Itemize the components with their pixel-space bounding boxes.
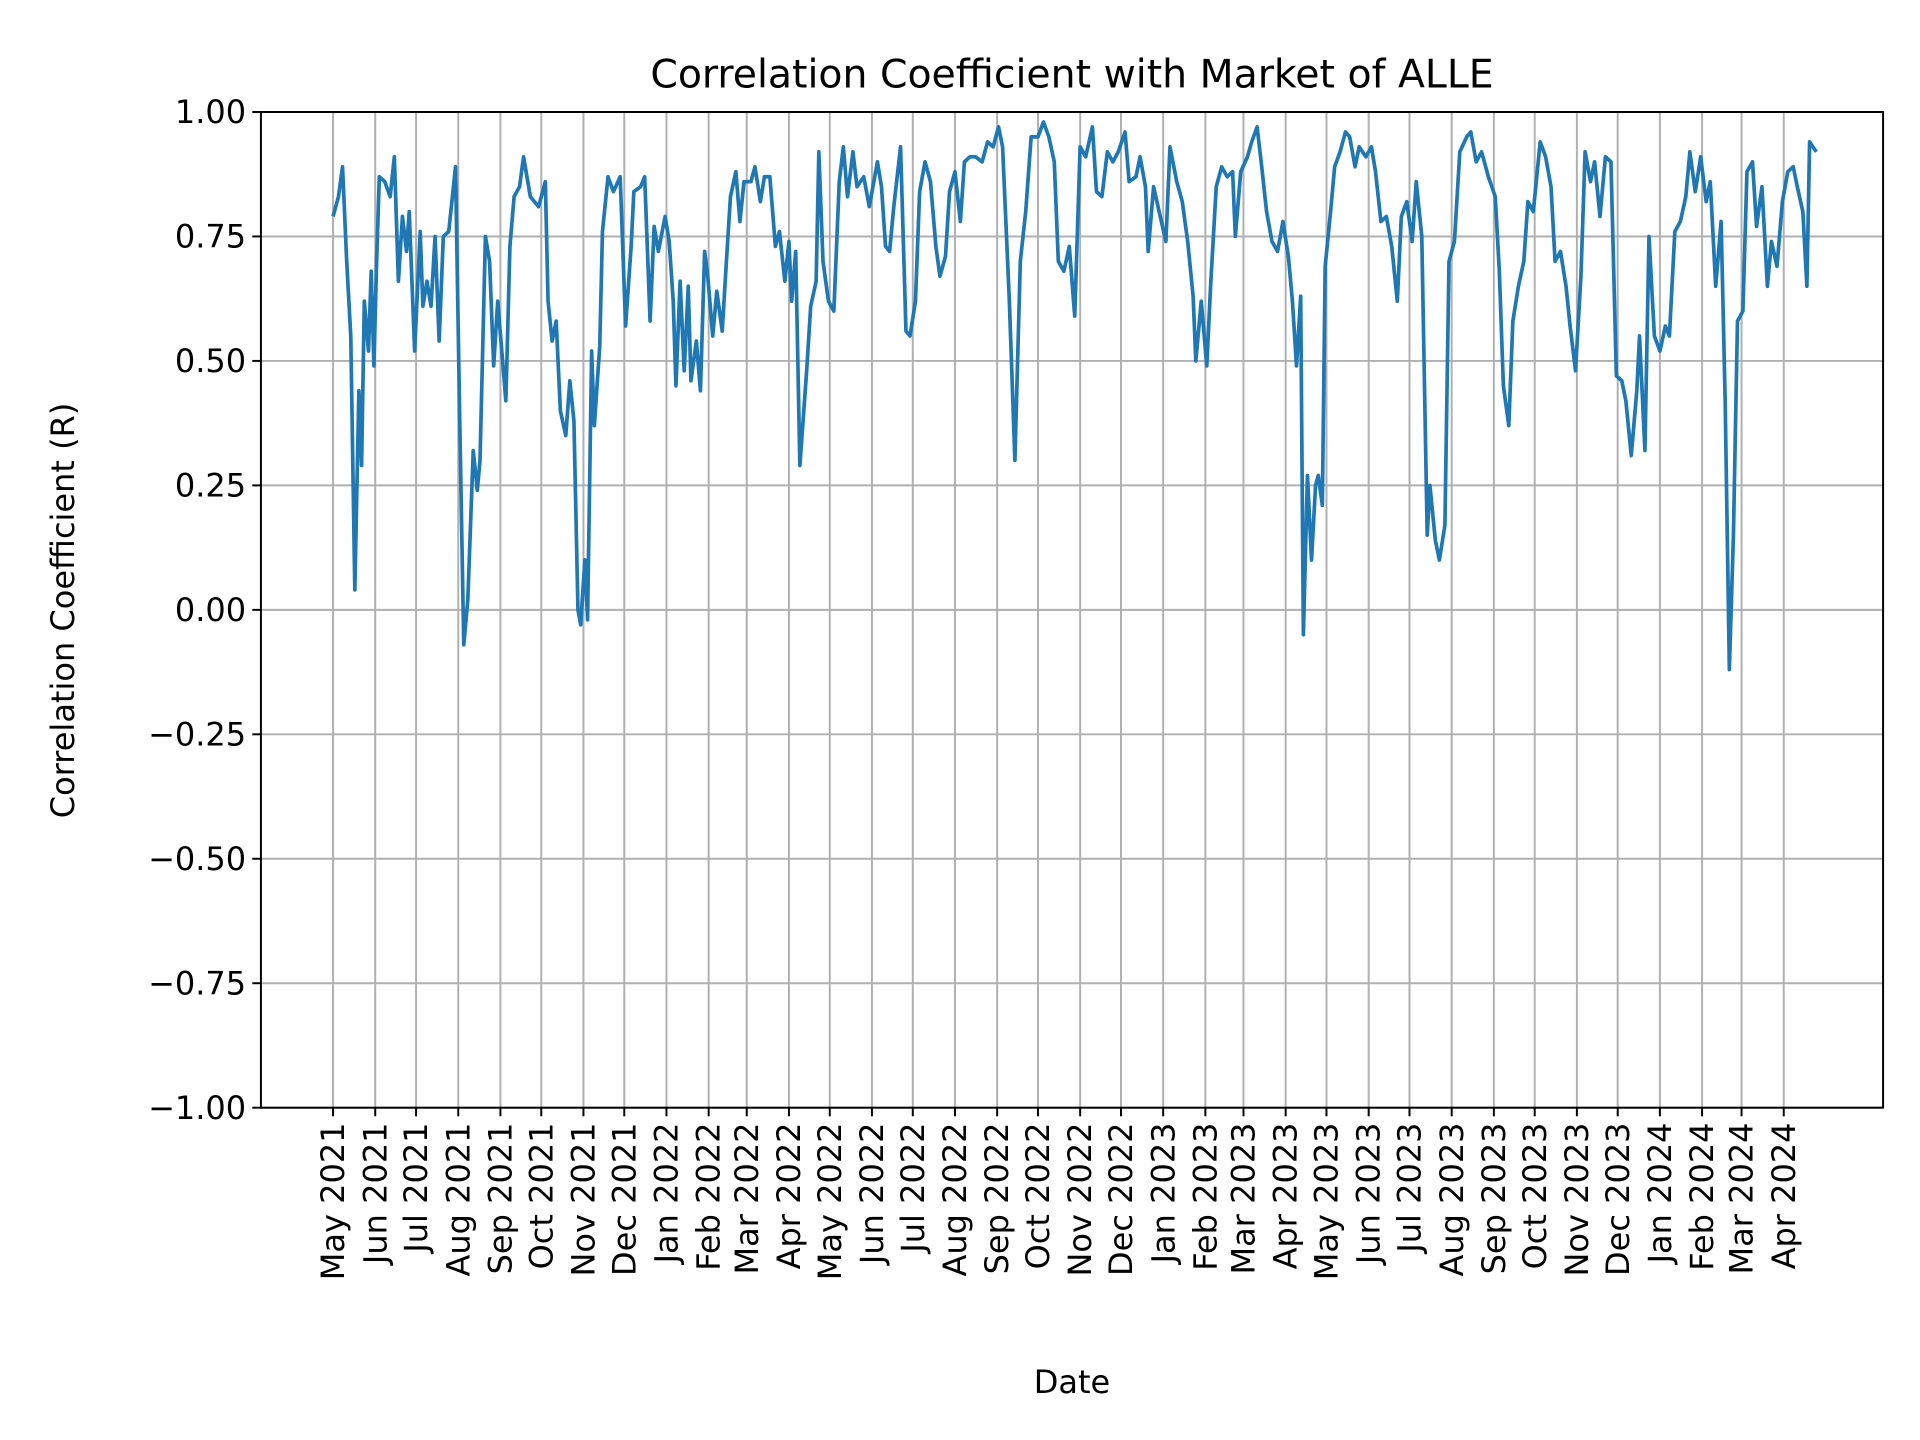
- plot-frame: [259, 111, 1885, 1109]
- x-tick-label: Jul 2023: [1391, 1122, 1429, 1254]
- x-tick-label: Aug 2022: [936, 1122, 974, 1276]
- y-tick-label: 0.00: [175, 591, 246, 629]
- x-axis-label: Date: [1034, 1363, 1110, 1401]
- x-tick-label: Jul 2022: [894, 1122, 932, 1254]
- x-tick-label: Nov 2022: [1061, 1122, 1099, 1276]
- x-tick-label: Jan 2023: [1144, 1122, 1182, 1265]
- x-tick-label: Dec 2021: [605, 1122, 643, 1276]
- x-tick-label: Nov 2021: [565, 1122, 603, 1276]
- x-tick-label: Jun 2022: [853, 1122, 891, 1266]
- x-tick-label: Jun 2021: [356, 1122, 394, 1266]
- y-axis-ticks: −1.00 −0.75 −0.50 −0.25 0.00 0.25 0.50 0.75 1.00: [148, 93, 261, 1127]
- x-tick-label: Sep 2021: [482, 1122, 520, 1274]
- x-tick-label: Jan 2024: [1641, 1122, 1679, 1265]
- x-tick-label: Feb 2022: [690, 1122, 728, 1270]
- x-tick-label: Nov 2023: [1558, 1122, 1596, 1276]
- x-tick-label: Mar 2024: [1723, 1122, 1761, 1274]
- y-axis-label: Correlation Coefficient (R): [44, 403, 82, 819]
- x-tick-label: Jul 2021: [397, 1122, 435, 1254]
- x-tick-label: Feb 2024: [1683, 1122, 1721, 1270]
- y-tick-label: −0.25: [148, 715, 246, 753]
- y-tick-label: 0.50: [175, 342, 246, 380]
- chart-title: Correlation Coefficient with Market of A…: [650, 51, 1493, 97]
- x-tick-label: Jan 2022: [648, 1122, 686, 1265]
- y-tick-label: 0.75: [175, 218, 246, 256]
- x-tick-label: Apr 2022: [770, 1122, 808, 1269]
- x-tick-label: May 2022: [811, 1122, 849, 1280]
- y-tick-label: −0.50: [148, 840, 246, 878]
- x-tick-label: Jun 2023: [1350, 1122, 1388, 1266]
- series-line: [331, 120, 1818, 672]
- x-tick-label: May 2021: [314, 1122, 352, 1280]
- y-tick-label: −0.75: [148, 964, 246, 1002]
- x-tick-label: Oct 2021: [522, 1122, 560, 1269]
- x-tick-label: Dec 2023: [1599, 1122, 1637, 1276]
- x-tick-label: Apr 2023: [1267, 1122, 1305, 1269]
- x-tick-label: Oct 2022: [1019, 1122, 1057, 1269]
- x-tick-label: Dec 2022: [1102, 1122, 1140, 1276]
- x-tick-label: Sep 2022: [978, 1122, 1016, 1274]
- x-tick-label: Mar 2022: [728, 1122, 766, 1274]
- x-tick-label: Apr 2024: [1765, 1122, 1803, 1269]
- y-tick-label: −1.00: [148, 1089, 246, 1127]
- x-tick-label: Mar 2023: [1225, 1122, 1263, 1274]
- x-tick-label: Feb 2023: [1186, 1122, 1224, 1270]
- x-tick-label: Aug 2023: [1433, 1122, 1471, 1276]
- x-tick-label: Oct 2023: [1516, 1122, 1554, 1269]
- x-tick-label: May 2023: [1308, 1122, 1346, 1280]
- y-tick-label: 0.25: [175, 466, 246, 504]
- x-axis-ticks: May 2021 Jun 2021 Jul 2021 Aug 2021 Sep 2021…: [314, 1107, 1803, 1280]
- y-tick-label: 1.00: [175, 93, 246, 131]
- x-tick-label: Aug 2021: [439, 1122, 477, 1276]
- x-tick-label: Sep 2023: [1475, 1122, 1513, 1274]
